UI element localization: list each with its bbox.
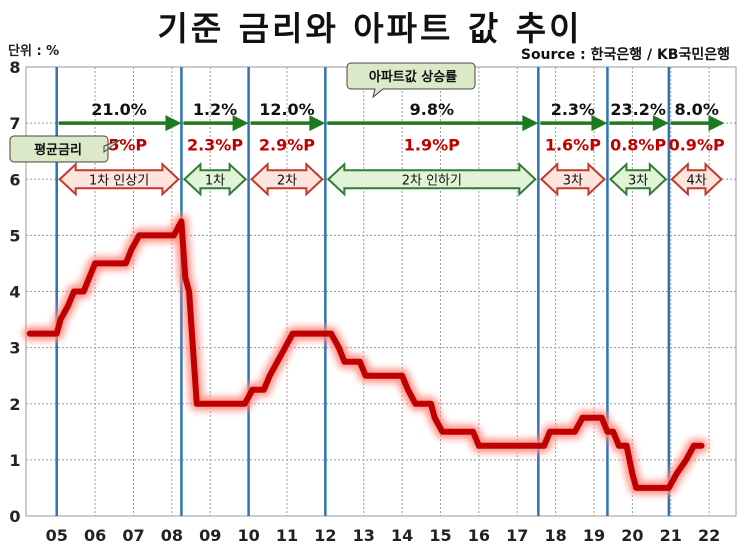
rate-line	[26, 218, 705, 491]
cycle-arrow	[608, 161, 668, 197]
cycle-label: 1차 인상기	[89, 173, 149, 188]
growth-value: 9.8%	[410, 100, 454, 119]
y-tick-label: 1	[9, 451, 20, 470]
rate-line-glow	[22, 214, 709, 495]
x-tick-label: 20	[621, 526, 643, 545]
source-label: Source : 한국은행 / KB국민은행	[520, 47, 730, 63]
period-group: 23.2% 0.8%P 3차	[608, 100, 669, 197]
avg-rate-value: 0.8%P	[610, 136, 666, 155]
cycle-arrow	[670, 161, 723, 197]
growth-arrow-head	[522, 115, 539, 132]
cycle-label: 2차	[277, 173, 297, 188]
growth-value: 8.0%	[674, 100, 718, 119]
chart-title: 기준 금리와 아파트 값 추이	[157, 9, 583, 48]
growth-arrow-head	[165, 115, 182, 132]
cycle-label: 2차 인하기	[402, 173, 462, 188]
x-tick-label: 14	[391, 526, 413, 545]
x-tick-label: 13	[353, 526, 375, 545]
cycle-label: 3차	[563, 173, 583, 188]
avg-rate-value: 2.3%P	[187, 136, 243, 155]
x-tick-label: 17	[506, 526, 528, 545]
x-tick-label: 07	[122, 526, 144, 545]
growth-arrow-head	[309, 115, 326, 132]
rate-series	[22, 214, 709, 495]
apartment-growth-callout: 아파트값 상승률	[346, 62, 476, 99]
callout-box	[9, 135, 121, 163]
period-group: 12.0% 2.9%P 2차	[250, 100, 326, 197]
x-tick-label: 10	[237, 526, 259, 545]
cycle-label: 3차	[628, 173, 648, 188]
x-tick-label: 05	[46, 526, 68, 545]
avg-rate-value: 1.9%P	[404, 136, 460, 155]
y-tick-label: 7	[9, 114, 20, 133]
callout-label: 아파트값 상승률	[369, 69, 457, 85]
x-tick-label: 08	[161, 526, 183, 545]
y-tick-label: 0	[9, 507, 20, 526]
period-annotations: 21.0%4.5%P1차 인상기 1.2% 2.3%P 1차 12.0% 2.9%P 2차 9…	[9, 62, 725, 197]
cycle-arrow	[182, 161, 248, 197]
cycle-label: 4차	[687, 173, 707, 188]
growth-value: 2.3%	[551, 100, 595, 119]
x-tick-label: 22	[698, 526, 720, 545]
cycle-arrow	[58, 161, 180, 197]
y-tick-label: 2	[9, 395, 20, 414]
cycle-arrow	[326, 161, 537, 197]
growth-arrow-head	[652, 115, 669, 132]
x-tick-label: 19	[583, 526, 605, 545]
y-tick-label: 3	[9, 339, 20, 358]
cycle-arrow	[250, 161, 324, 197]
x-tick-label: 21	[660, 526, 682, 545]
growth-arrow-head	[708, 115, 725, 132]
x-tick-label: 15	[429, 526, 451, 545]
period-group: 8.0% 0.9%P 4차	[669, 100, 725, 197]
avg-rate-callout: 평균금리	[9, 135, 121, 163]
callout-label: 평균금리	[34, 142, 82, 158]
unit-label: 단위 : %	[8, 44, 60, 59]
cycle-label: 1차	[205, 173, 225, 188]
growth-value: 1.2%	[193, 100, 237, 119]
cycle-arrow	[539, 161, 606, 197]
y-tick-label: 5	[9, 226, 20, 245]
y-tick-label: 4	[9, 283, 20, 302]
period-group: 1.2% 2.3%P 1차	[182, 100, 249, 197]
y-tick-label: 6	[9, 170, 20, 189]
growth-value: 12.0%	[259, 100, 315, 119]
avg-rate-value: 0.9%P	[669, 136, 725, 155]
callout-box	[346, 62, 476, 99]
growth-value: 23.2%	[610, 100, 666, 119]
x-tick-label: 16	[468, 526, 490, 545]
avg-rate-value: 1.6%P	[545, 136, 601, 155]
y-tick-label: 8	[9, 58, 20, 77]
growth-arrow-head	[232, 115, 249, 132]
x-tick-label: 12	[314, 526, 336, 545]
x-tick-label: 09	[199, 526, 221, 545]
period-group: 2.3% 1.6%P 3차	[539, 100, 608, 197]
avg-rate-value: 2.9%P	[259, 136, 315, 155]
period-group: 9.8% 1.9%P 2차 인하기	[326, 100, 539, 197]
period-group: 21.0%4.5%P1차 인상기	[58, 100, 182, 197]
x-tick-label: 11	[276, 526, 298, 545]
growth-arrow-head	[591, 115, 608, 132]
x-tick-label: 18	[544, 526, 566, 545]
growth-value: 21.0%	[91, 100, 147, 119]
x-tick-label: 06	[84, 526, 106, 545]
